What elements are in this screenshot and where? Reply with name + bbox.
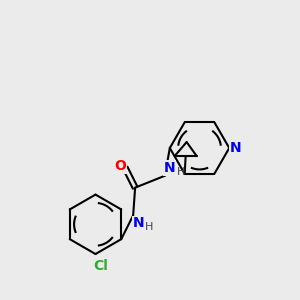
Text: Cl: Cl xyxy=(93,259,108,273)
Text: N: N xyxy=(230,141,241,155)
Text: H: H xyxy=(145,222,153,232)
Text: O: O xyxy=(114,159,126,173)
Text: H: H xyxy=(176,167,185,177)
Text: N: N xyxy=(132,216,144,230)
Text: N: N xyxy=(164,161,176,175)
